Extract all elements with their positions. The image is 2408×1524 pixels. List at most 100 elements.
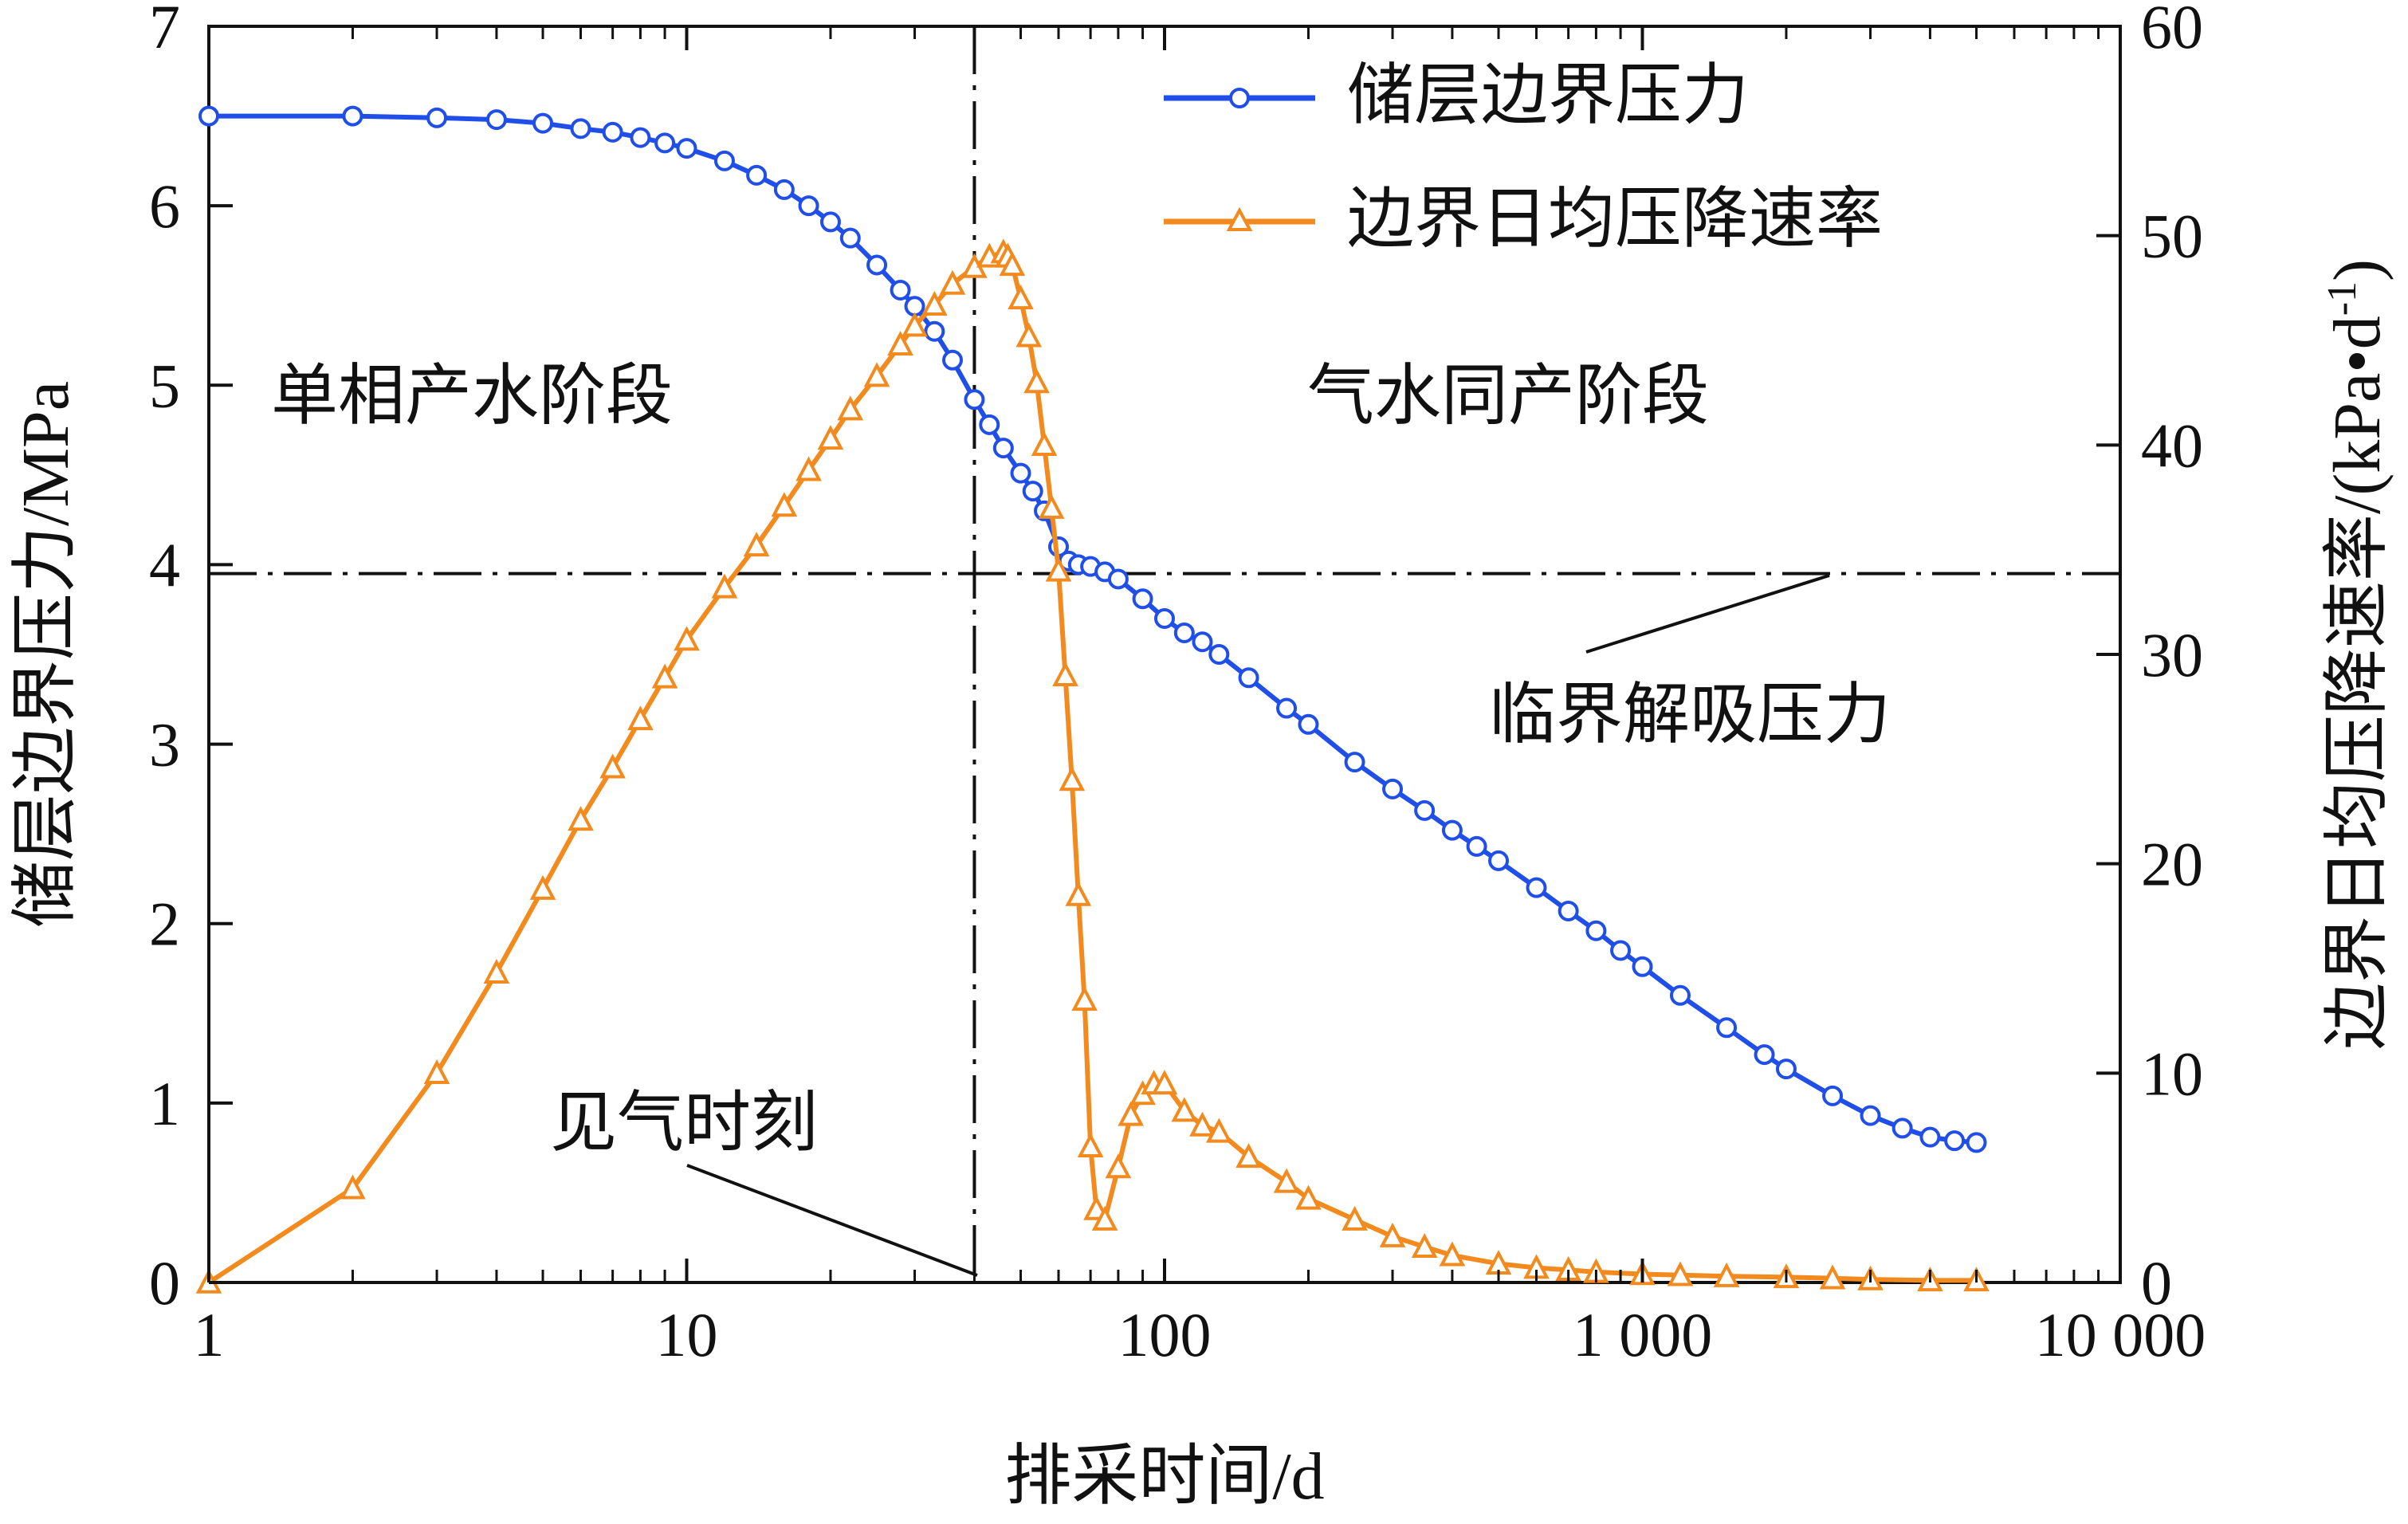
- data-point-rate: [1091, 1205, 1118, 1231]
- y-left-tick-label: 3: [149, 710, 180, 780]
- x-axis-title: 排采时间/d: [1004, 1440, 1324, 1514]
- data-point-pressure: [1344, 752, 1365, 773]
- data-point-pressure: [1860, 1105, 1881, 1126]
- y-left-tick-label: 7: [149, 0, 180, 61]
- y-axis-right-title-main: 边界日均压降速率/(kPa•d: [2320, 316, 2394, 1050]
- data-point-rate: [1023, 368, 1050, 394]
- data-point-pressure: [426, 107, 448, 128]
- y-right-tick-label: 40: [2141, 410, 2203, 480]
- y-axis-right-title-close: ): [2320, 259, 2394, 281]
- data-point-pressure: [964, 389, 985, 410]
- data-point-pressure: [1173, 622, 1195, 643]
- data-point-pressure: [570, 118, 591, 139]
- data-point-rate: [627, 705, 654, 731]
- data-point-rate: [1105, 1153, 1132, 1179]
- data-point-rate: [599, 753, 626, 779]
- data-point-rate: [902, 312, 928, 337]
- data-point-pressure: [992, 438, 1014, 459]
- data-point-pressure: [198, 105, 219, 127]
- legend: 储层边界压力 边界日均压降速率: [1164, 59, 1883, 257]
- data-point-pressure: [1919, 1126, 1941, 1148]
- y-axis-right-title: 边界日均压降速率/(kPa•d-1): [2320, 259, 2394, 1050]
- x-tick-label: 1: [194, 1300, 225, 1369]
- data-point-pressure: [1822, 1085, 1844, 1106]
- y-left-tick-label: 2: [149, 890, 180, 959]
- y-left-tick-label: 6: [149, 171, 180, 241]
- annotation-single-phase: 单相产水阶段: [271, 359, 673, 434]
- y-right-tick-label: 20: [2141, 830, 2203, 899]
- data-point-pressure: [1585, 920, 1607, 941]
- data-point-pressure: [342, 105, 363, 127]
- data-point-pressure: [1022, 481, 1043, 502]
- data-point-pressure: [942, 349, 964, 371]
- data-point-pressure: [819, 211, 841, 233]
- y-left-tick-label: 1: [149, 1069, 180, 1138]
- x-tick-label: 10 000: [2035, 1300, 2206, 1369]
- data-point-rate: [423, 1059, 450, 1085]
- annotation-gas-breakthrough: 见气时刻: [550, 1086, 818, 1161]
- data-point-rate: [1038, 493, 1065, 519]
- data-point-rate: [999, 251, 1026, 277]
- data-point-rate: [863, 362, 890, 387]
- annotation-gas-breakthrough-leader: [686, 1164, 978, 1277]
- data-point-rate: [1031, 431, 1058, 457]
- data-point-pressure: [1966, 1132, 1987, 1153]
- data-point-rate: [1411, 1233, 1438, 1259]
- data-point-pressure: [1775, 1059, 1797, 1080]
- data-point-pressure: [1716, 1017, 1738, 1039]
- data-point-pressure: [1276, 697, 1298, 719]
- data-point-rate: [1118, 1101, 1144, 1126]
- data-point-rate: [483, 958, 510, 984]
- data-point-rate: [1045, 556, 1072, 582]
- data-point-rate: [529, 874, 556, 900]
- data-point-rate: [568, 806, 594, 831]
- data-point-pressure: [1526, 877, 1547, 898]
- data-point-pressure: [1441, 819, 1463, 841]
- y-left-tick-label: 5: [149, 351, 180, 420]
- data-point-rate: [795, 456, 822, 481]
- data-point-rate: [1171, 1097, 1198, 1122]
- data-point-rate: [1667, 1261, 1694, 1286]
- data-point-pressure: [1238, 667, 1259, 689]
- y-right-tick-label: 10: [2141, 1039, 2203, 1108]
- data-point-pressure: [1944, 1130, 1966, 1152]
- data-point-pressure: [1010, 462, 1031, 484]
- data-point-rate: [771, 492, 798, 517]
- data-point-rate: [921, 291, 948, 316]
- data-point-rate: [1151, 1070, 1178, 1095]
- data-point-rate: [1071, 986, 1098, 1011]
- data-point-pressure: [1632, 956, 1653, 977]
- data-point-pressure: [1754, 1044, 1775, 1066]
- data-point-pressure: [1192, 631, 1213, 653]
- data-point-rate: [887, 330, 913, 355]
- data-point-pressure: [1132, 588, 1153, 610]
- data-point-rate: [1015, 322, 1043, 348]
- series-line-0: [209, 113, 1977, 1145]
- y-left-tick-label: 0: [149, 1248, 180, 1318]
- data-point-rate: [1065, 881, 1092, 906]
- data-point-rate: [1819, 1264, 1846, 1290]
- data-point-pressure: [713, 150, 735, 171]
- x-tick-label: 100: [1118, 1300, 1212, 1369]
- data-point-pressure: [676, 138, 697, 159]
- data-point-pressure: [1298, 713, 1319, 735]
- data-point-pressure: [1107, 568, 1129, 590]
- data-point-rate: [674, 626, 700, 651]
- data-point-pressure: [1382, 778, 1404, 799]
- data-point-rate: [711, 573, 738, 599]
- data-point-pressure: [866, 254, 888, 276]
- data-point-pressure: [798, 195, 819, 217]
- data-point-rate: [1273, 1168, 1300, 1193]
- y-right-tick-label: 30: [2141, 620, 2203, 689]
- data-point-rate: [1439, 1241, 1466, 1267]
- data-point-rate: [1295, 1184, 1322, 1210]
- data-point-rate: [340, 1174, 366, 1200]
- y-left-tick-label: 4: [149, 530, 180, 599]
- data-point-pressure: [979, 414, 1000, 435]
- data-point-pressure: [602, 121, 623, 143]
- data-point-pressure: [1488, 850, 1510, 871]
- y-right-tick-label: 0: [2141, 1248, 2172, 1318]
- data-point-rate: [939, 269, 966, 295]
- data-point-rate: [817, 425, 844, 450]
